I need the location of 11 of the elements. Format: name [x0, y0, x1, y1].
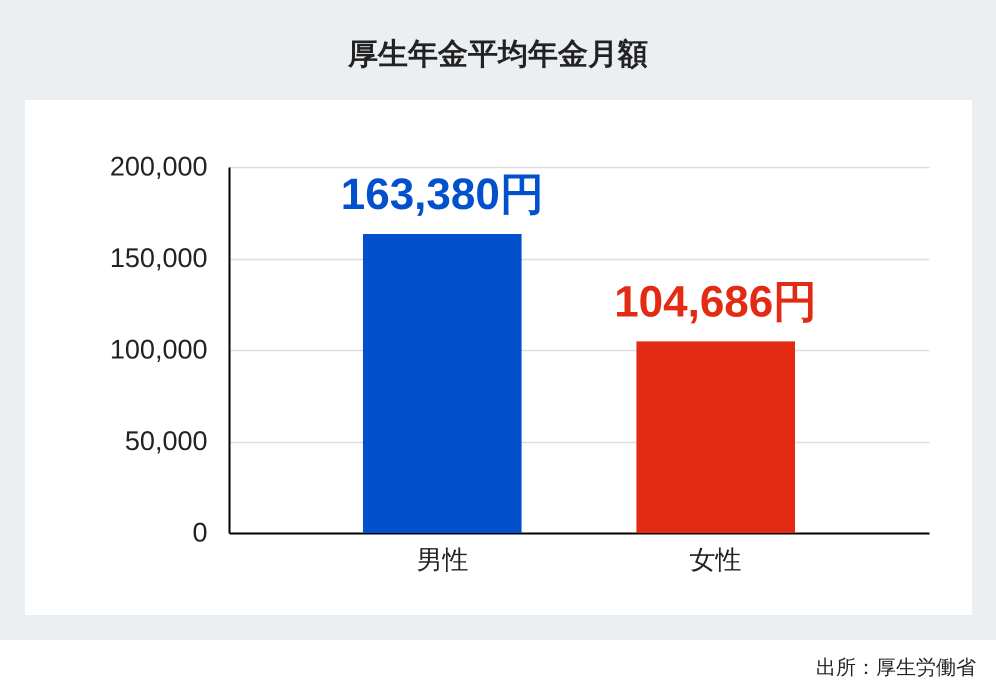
y-tick-label: 0 [192, 518, 208, 548]
text: 出所：厚生労働省 [816, 656, 976, 681]
y-tick-label: 50,000 [124, 426, 208, 456]
y-tick-label: 200,000 [110, 152, 208, 182]
chart-title: 厚生年金平均年金月額 [346, 37, 649, 73]
y-tick-label: 150,000 [110, 243, 208, 273]
x-tick-label: 男性 [416, 544, 468, 574]
data-label: 163,380円 [340, 170, 544, 220]
data-label: 104,686円 [614, 277, 818, 326]
x-tick-label: 女性 [690, 544, 742, 574]
y-tick-label: 100,000 [110, 334, 208, 364]
